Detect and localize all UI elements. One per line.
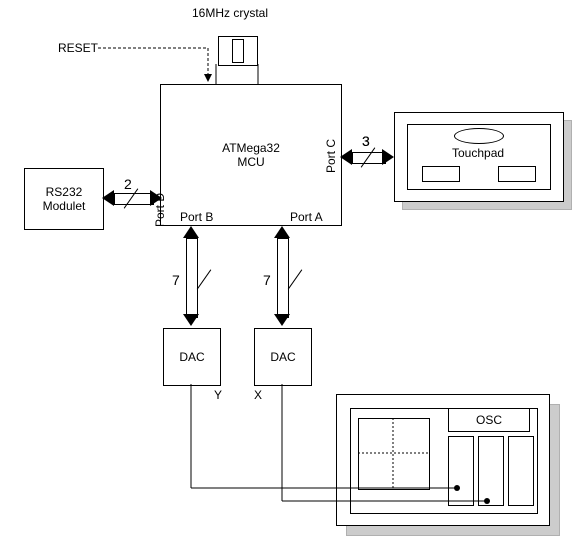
bus-dacX xyxy=(277,238,289,318)
dac-y-block: DAC xyxy=(163,328,221,386)
touchpad-btn1 xyxy=(422,166,460,182)
bus-dacX-num: 7 xyxy=(263,272,271,288)
crystal-core xyxy=(232,39,244,63)
osc-label: OSC xyxy=(476,413,502,427)
rs232-block: RS232 Modulet xyxy=(24,168,104,230)
reset-arrow xyxy=(88,44,218,89)
osc-bar3 xyxy=(508,436,534,506)
osc-label-box: OSC xyxy=(448,408,530,432)
label-num3: 3 xyxy=(362,133,370,149)
bus-rs232-count: 2 xyxy=(124,176,132,192)
osc-bar1 xyxy=(448,436,474,506)
bus-dacY-num: 7 xyxy=(172,272,180,288)
crystal-label: 16MHz crystal xyxy=(192,6,268,20)
dac-x-label: DAC xyxy=(270,350,295,364)
touch-bus-3: 3 xyxy=(362,133,370,149)
touchpad-oval xyxy=(454,128,504,144)
touchpad-btn2 xyxy=(498,166,536,182)
osc-crosshair xyxy=(358,418,428,488)
crystal-legs xyxy=(210,62,264,86)
bus-dacY xyxy=(186,238,198,318)
rs232-title: RS232 Modulet xyxy=(43,185,86,213)
dac-y-label: DAC xyxy=(179,350,204,364)
osc-bar2 xyxy=(478,436,504,506)
dac-x-block: DAC xyxy=(254,328,312,386)
mcu-title: ATMega32 MCU xyxy=(222,141,280,169)
dac-y-sub: Y xyxy=(214,388,222,402)
dac-x-sub: X xyxy=(254,388,262,402)
mcu-block: ATMega32 MCU xyxy=(160,84,342,226)
